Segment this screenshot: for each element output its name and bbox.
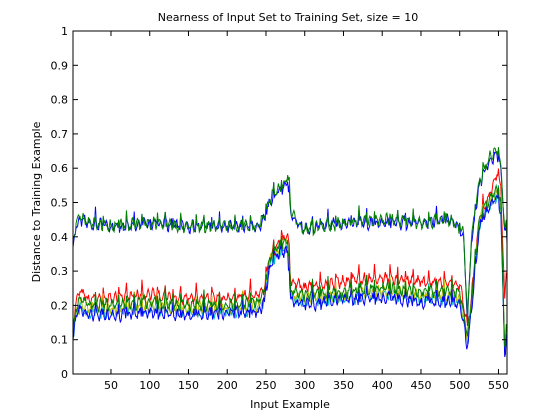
y-tick-label: 0.8 (51, 94, 69, 107)
y-tick-label: 0 (61, 368, 68, 381)
x-tick-label: 500 (449, 379, 470, 392)
y-tick-label: 0.6 (51, 162, 69, 175)
plot-area (72, 147, 508, 357)
y-tick-label: 0.9 (51, 59, 69, 72)
x-axis: 50 100 150 200 250 300 350 400 450 500 550 (104, 31, 509, 392)
x-tick-label: 450 (410, 379, 431, 392)
x-tick-label: 150 (178, 379, 199, 392)
y-tick-label: 0.1 (51, 334, 69, 347)
y-tick-label: 0.4 (51, 231, 69, 244)
x-tick-label: 350 (333, 379, 354, 392)
x-tick-label: 550 (488, 379, 509, 392)
x-axis-label: Input Example (250, 398, 330, 411)
y-axis: 0 0.1 0.2 0.3 0.4 0.5 0.6 0.7 0.8 0.9 1 (51, 25, 507, 381)
series-line-5 (72, 193, 508, 357)
y-tick-label: 0.2 (51, 299, 69, 312)
y-tick-label: 0.3 (51, 265, 69, 278)
series-line-1 (72, 147, 508, 320)
y-axis-label: Distance to Training Example (30, 121, 43, 282)
x-tick-label: 200 (217, 379, 238, 392)
y-tick-label: 1 (61, 25, 68, 38)
x-tick-label: 300 (294, 379, 315, 392)
x-tick-label: 50 (104, 379, 118, 392)
x-tick-label: 400 (372, 379, 393, 392)
chart-title: Nearness of Input Set to Training Set, s… (158, 11, 418, 24)
y-tick-label: 0.5 (51, 197, 69, 210)
x-tick-label: 100 (139, 379, 160, 392)
y-tick-label: 0.7 (51, 128, 69, 141)
x-tick-label: 250 (255, 379, 276, 392)
series-line-6 (72, 183, 508, 347)
